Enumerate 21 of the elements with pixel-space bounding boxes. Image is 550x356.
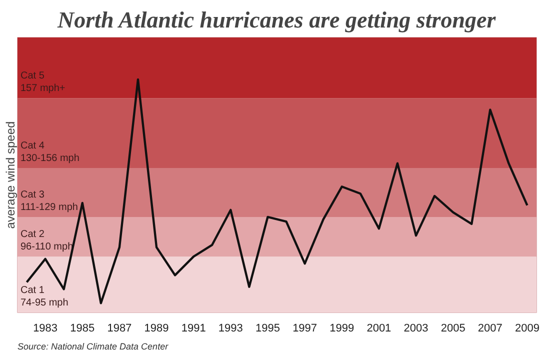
chart-title: North Atlantic hurricanes are getting stronger (56, 8, 497, 32)
band-label: Cat 5 157 mph+ (20, 70, 66, 94)
x-tick-label: 2001 (366, 322, 392, 334)
x-tick-label: 2007 (478, 322, 502, 334)
x-tick-label: 1993 (218, 322, 243, 334)
band-label: Cat 1 74-95 mph (20, 284, 68, 308)
source-note: Source: National Climate Data Center (18, 342, 170, 352)
x-tick-label: 1983 (33, 322, 58, 334)
x-tick-label: 1987 (107, 322, 132, 334)
band-label: Cat 3 111-129 mph (20, 189, 78, 213)
band-label: Cat 4 130-156 mph (20, 140, 80, 164)
x-tick-label: 1991 (181, 322, 206, 334)
x-tick-label: 2005 (440, 322, 466, 334)
x-tick-label: 1985 (70, 322, 95, 334)
x-tick-label: 1999 (330, 322, 354, 334)
x-tick-label: 2003 (404, 322, 428, 334)
x-tick-label: 2009 (514, 322, 540, 334)
x-tick-label: 1989 (144, 322, 169, 334)
x-tick-label: 1995 (255, 322, 280, 334)
x-tick-label: 1997 (292, 322, 318, 334)
y-axis-title: average wind speed (4, 121, 18, 229)
